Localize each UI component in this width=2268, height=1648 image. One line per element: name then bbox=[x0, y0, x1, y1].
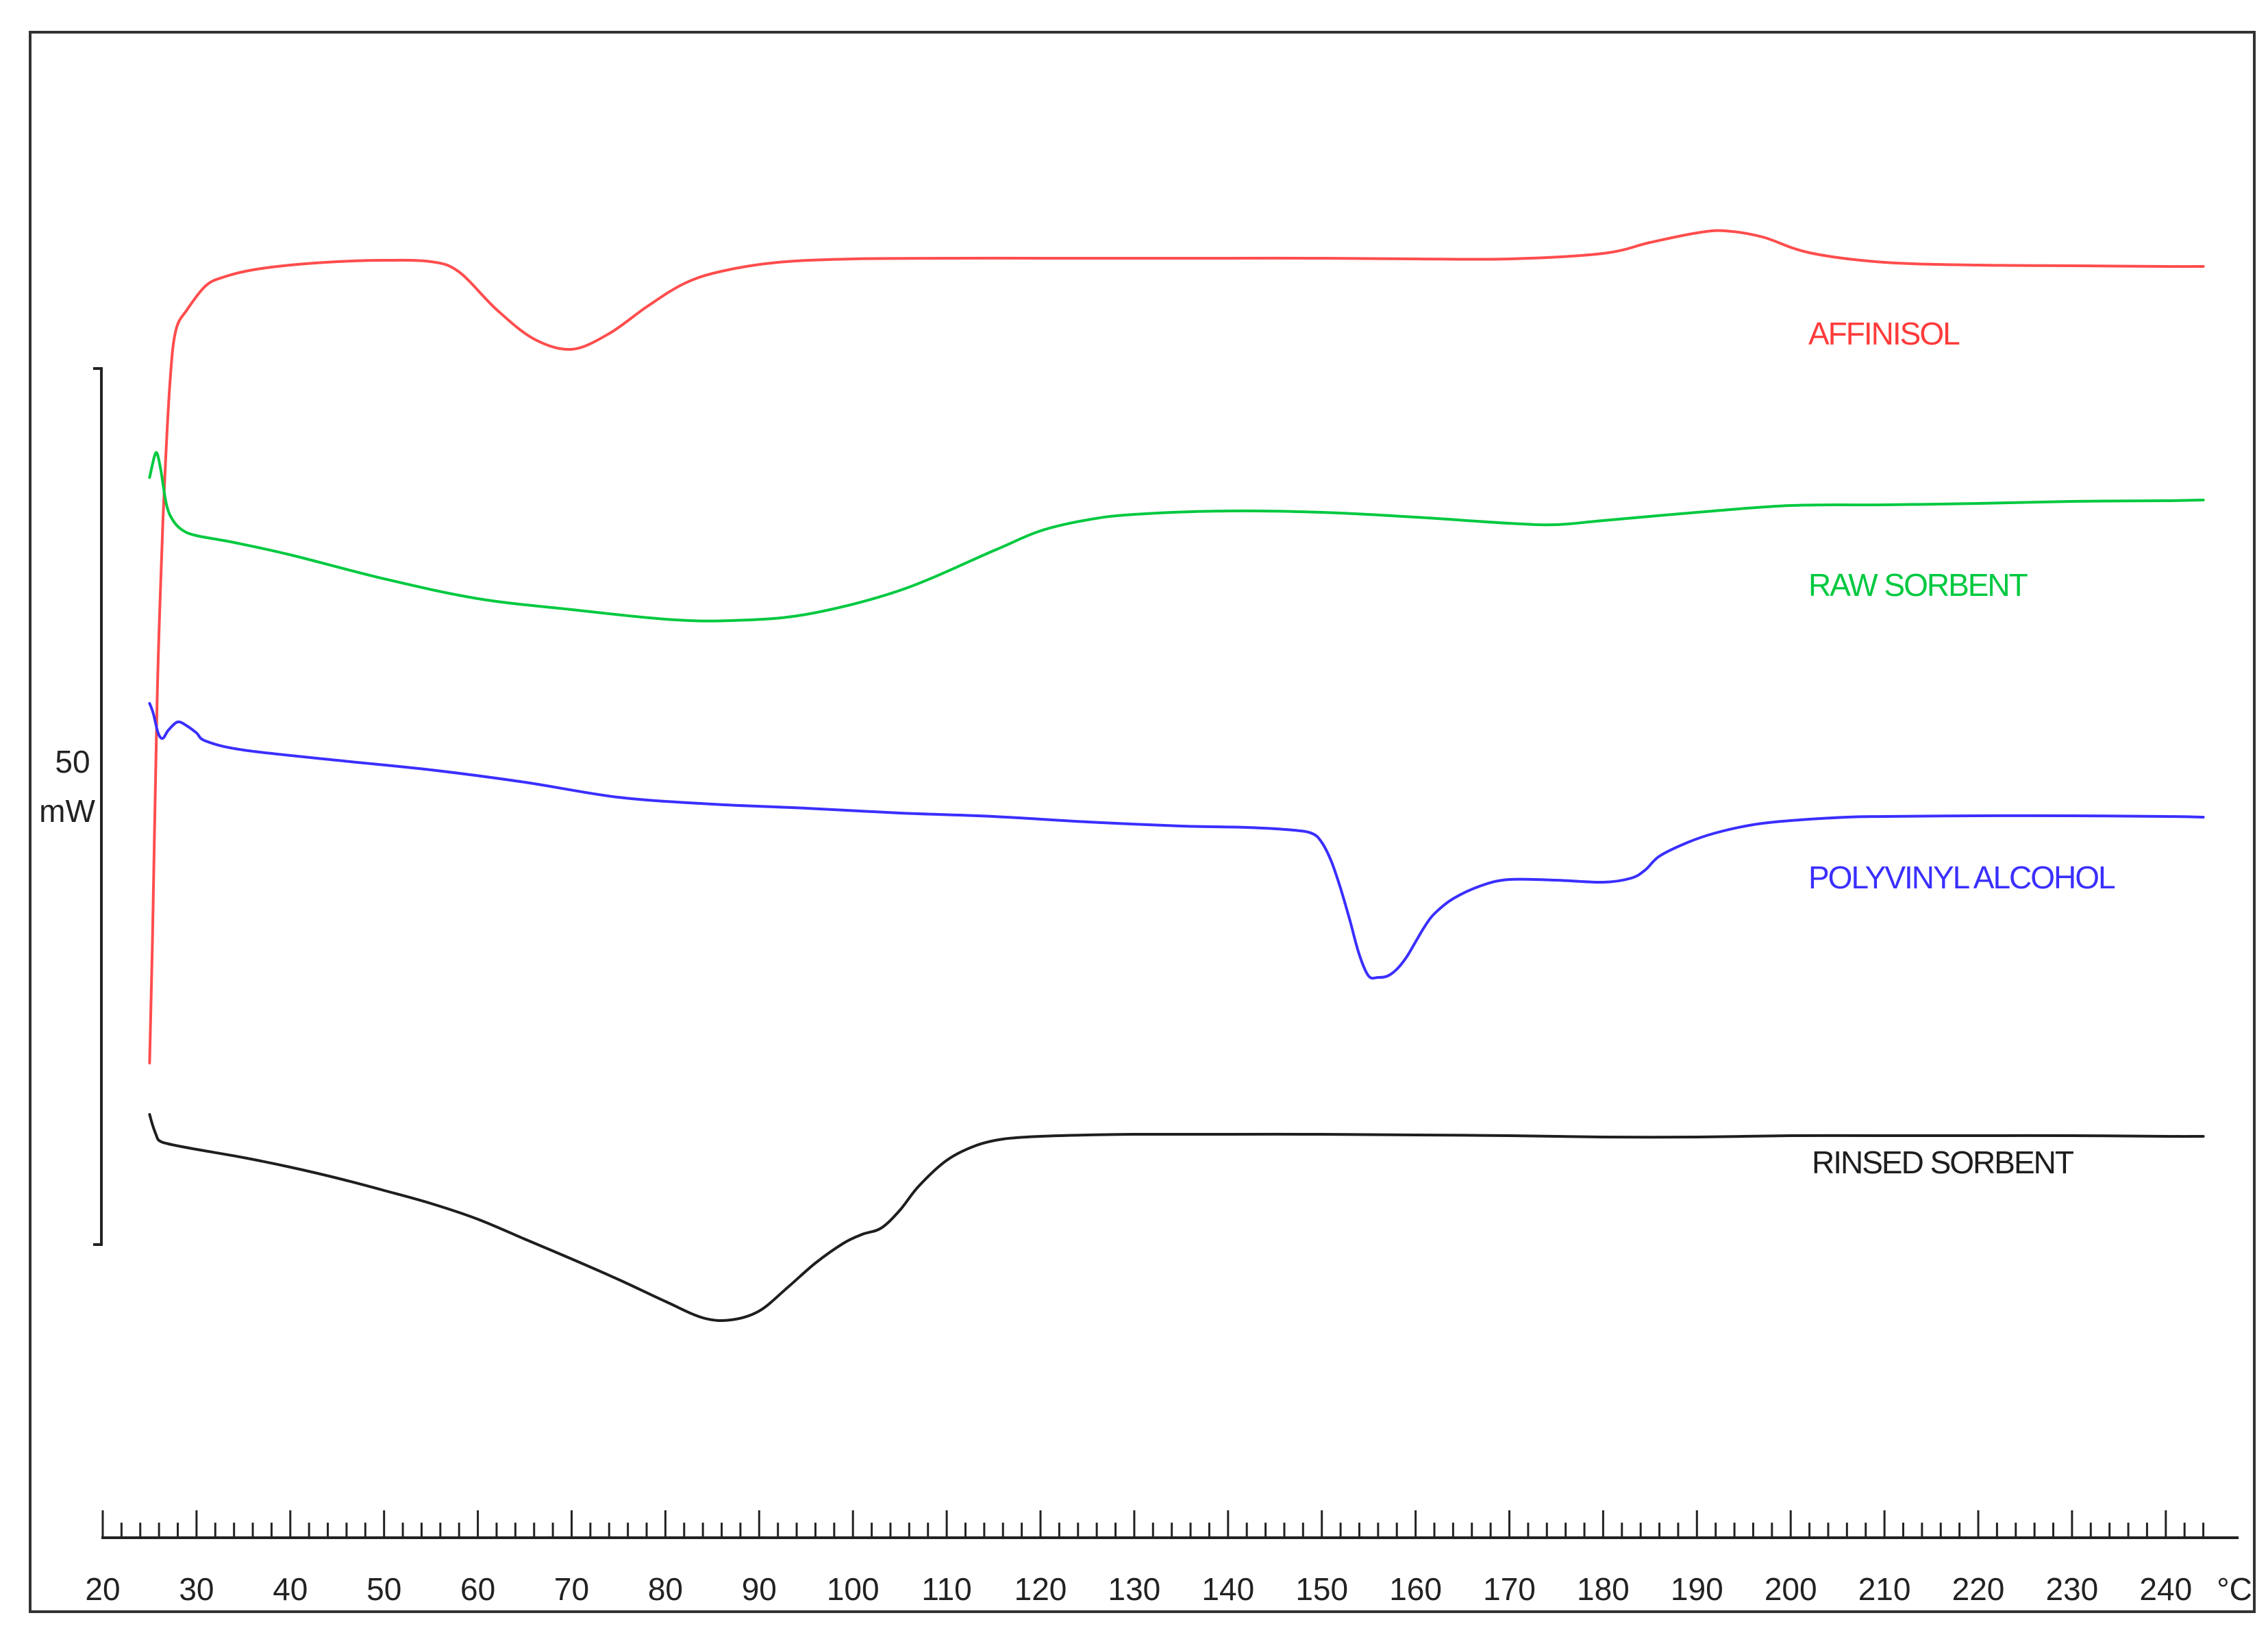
x-tick-label: 170 bbox=[1483, 1571, 1536, 1607]
x-tick-label: 190 bbox=[1671, 1571, 1723, 1607]
x-tick-label: 40 bbox=[273, 1571, 308, 1607]
x-tick-label: 80 bbox=[648, 1571, 683, 1607]
x-tick-label: 90 bbox=[742, 1571, 777, 1607]
x-tick-label: 210 bbox=[1858, 1571, 1911, 1607]
x-tick-label: 20 bbox=[85, 1571, 120, 1607]
x-tick-label: 60 bbox=[460, 1571, 495, 1607]
scale-unit-label: mW bbox=[39, 793, 95, 829]
x-axis-unit-label: °C bbox=[2217, 1571, 2252, 1607]
scale-bar: 50 mW bbox=[39, 367, 103, 1246]
series-label-affinisol: AFFINISOL bbox=[1808, 316, 1960, 351]
x-tick-label: 120 bbox=[1014, 1571, 1067, 1607]
x-tick-label: 230 bbox=[2046, 1571, 2099, 1607]
x-tick-label: 130 bbox=[1108, 1571, 1161, 1607]
series-line-polyvinyl-alcohol bbox=[148, 702, 2205, 980]
x-tick-label: 200 bbox=[1765, 1571, 1817, 1607]
x-tick-label: 240 bbox=[2139, 1571, 2192, 1607]
series-label-rinsed-sorbent: RINSED SORBENT bbox=[1812, 1145, 2074, 1180]
x-tick-label: 70 bbox=[554, 1571, 589, 1607]
x-tick-label: 180 bbox=[1577, 1571, 1630, 1607]
x-axis: 20 30 40 50 60 70 80 90 100 110 120 130 140 150 160 170… bbox=[85, 1510, 2239, 1607]
series-label-raw-sorbent: RAW SORBENT bbox=[1808, 567, 2028, 603]
x-tick-label: 220 bbox=[1952, 1571, 2005, 1607]
series-label-polyvinyl-alcohol: POLYVINYL ALCOHOL bbox=[1808, 860, 2115, 895]
chart-frame bbox=[29, 31, 2256, 1613]
series-line-rinsed-sorbent bbox=[148, 1113, 2205, 1322]
series-line-raw-sorbent bbox=[148, 451, 2205, 623]
x-tick-label: 110 bbox=[921, 1571, 971, 1607]
x-tick-label: 50 bbox=[366, 1571, 401, 1607]
x-tick-label: 30 bbox=[179, 1571, 214, 1607]
scale-value-label: 50 bbox=[55, 744, 90, 779]
x-tick-label: 100 bbox=[827, 1571, 880, 1607]
x-tick-label: 160 bbox=[1389, 1571, 1442, 1607]
series-line-affinisol bbox=[148, 229, 2205, 1064]
x-tick-label: 140 bbox=[1201, 1571, 1254, 1607]
x-tick-label: 150 bbox=[1295, 1571, 1348, 1607]
curves bbox=[148, 229, 2205, 1322]
